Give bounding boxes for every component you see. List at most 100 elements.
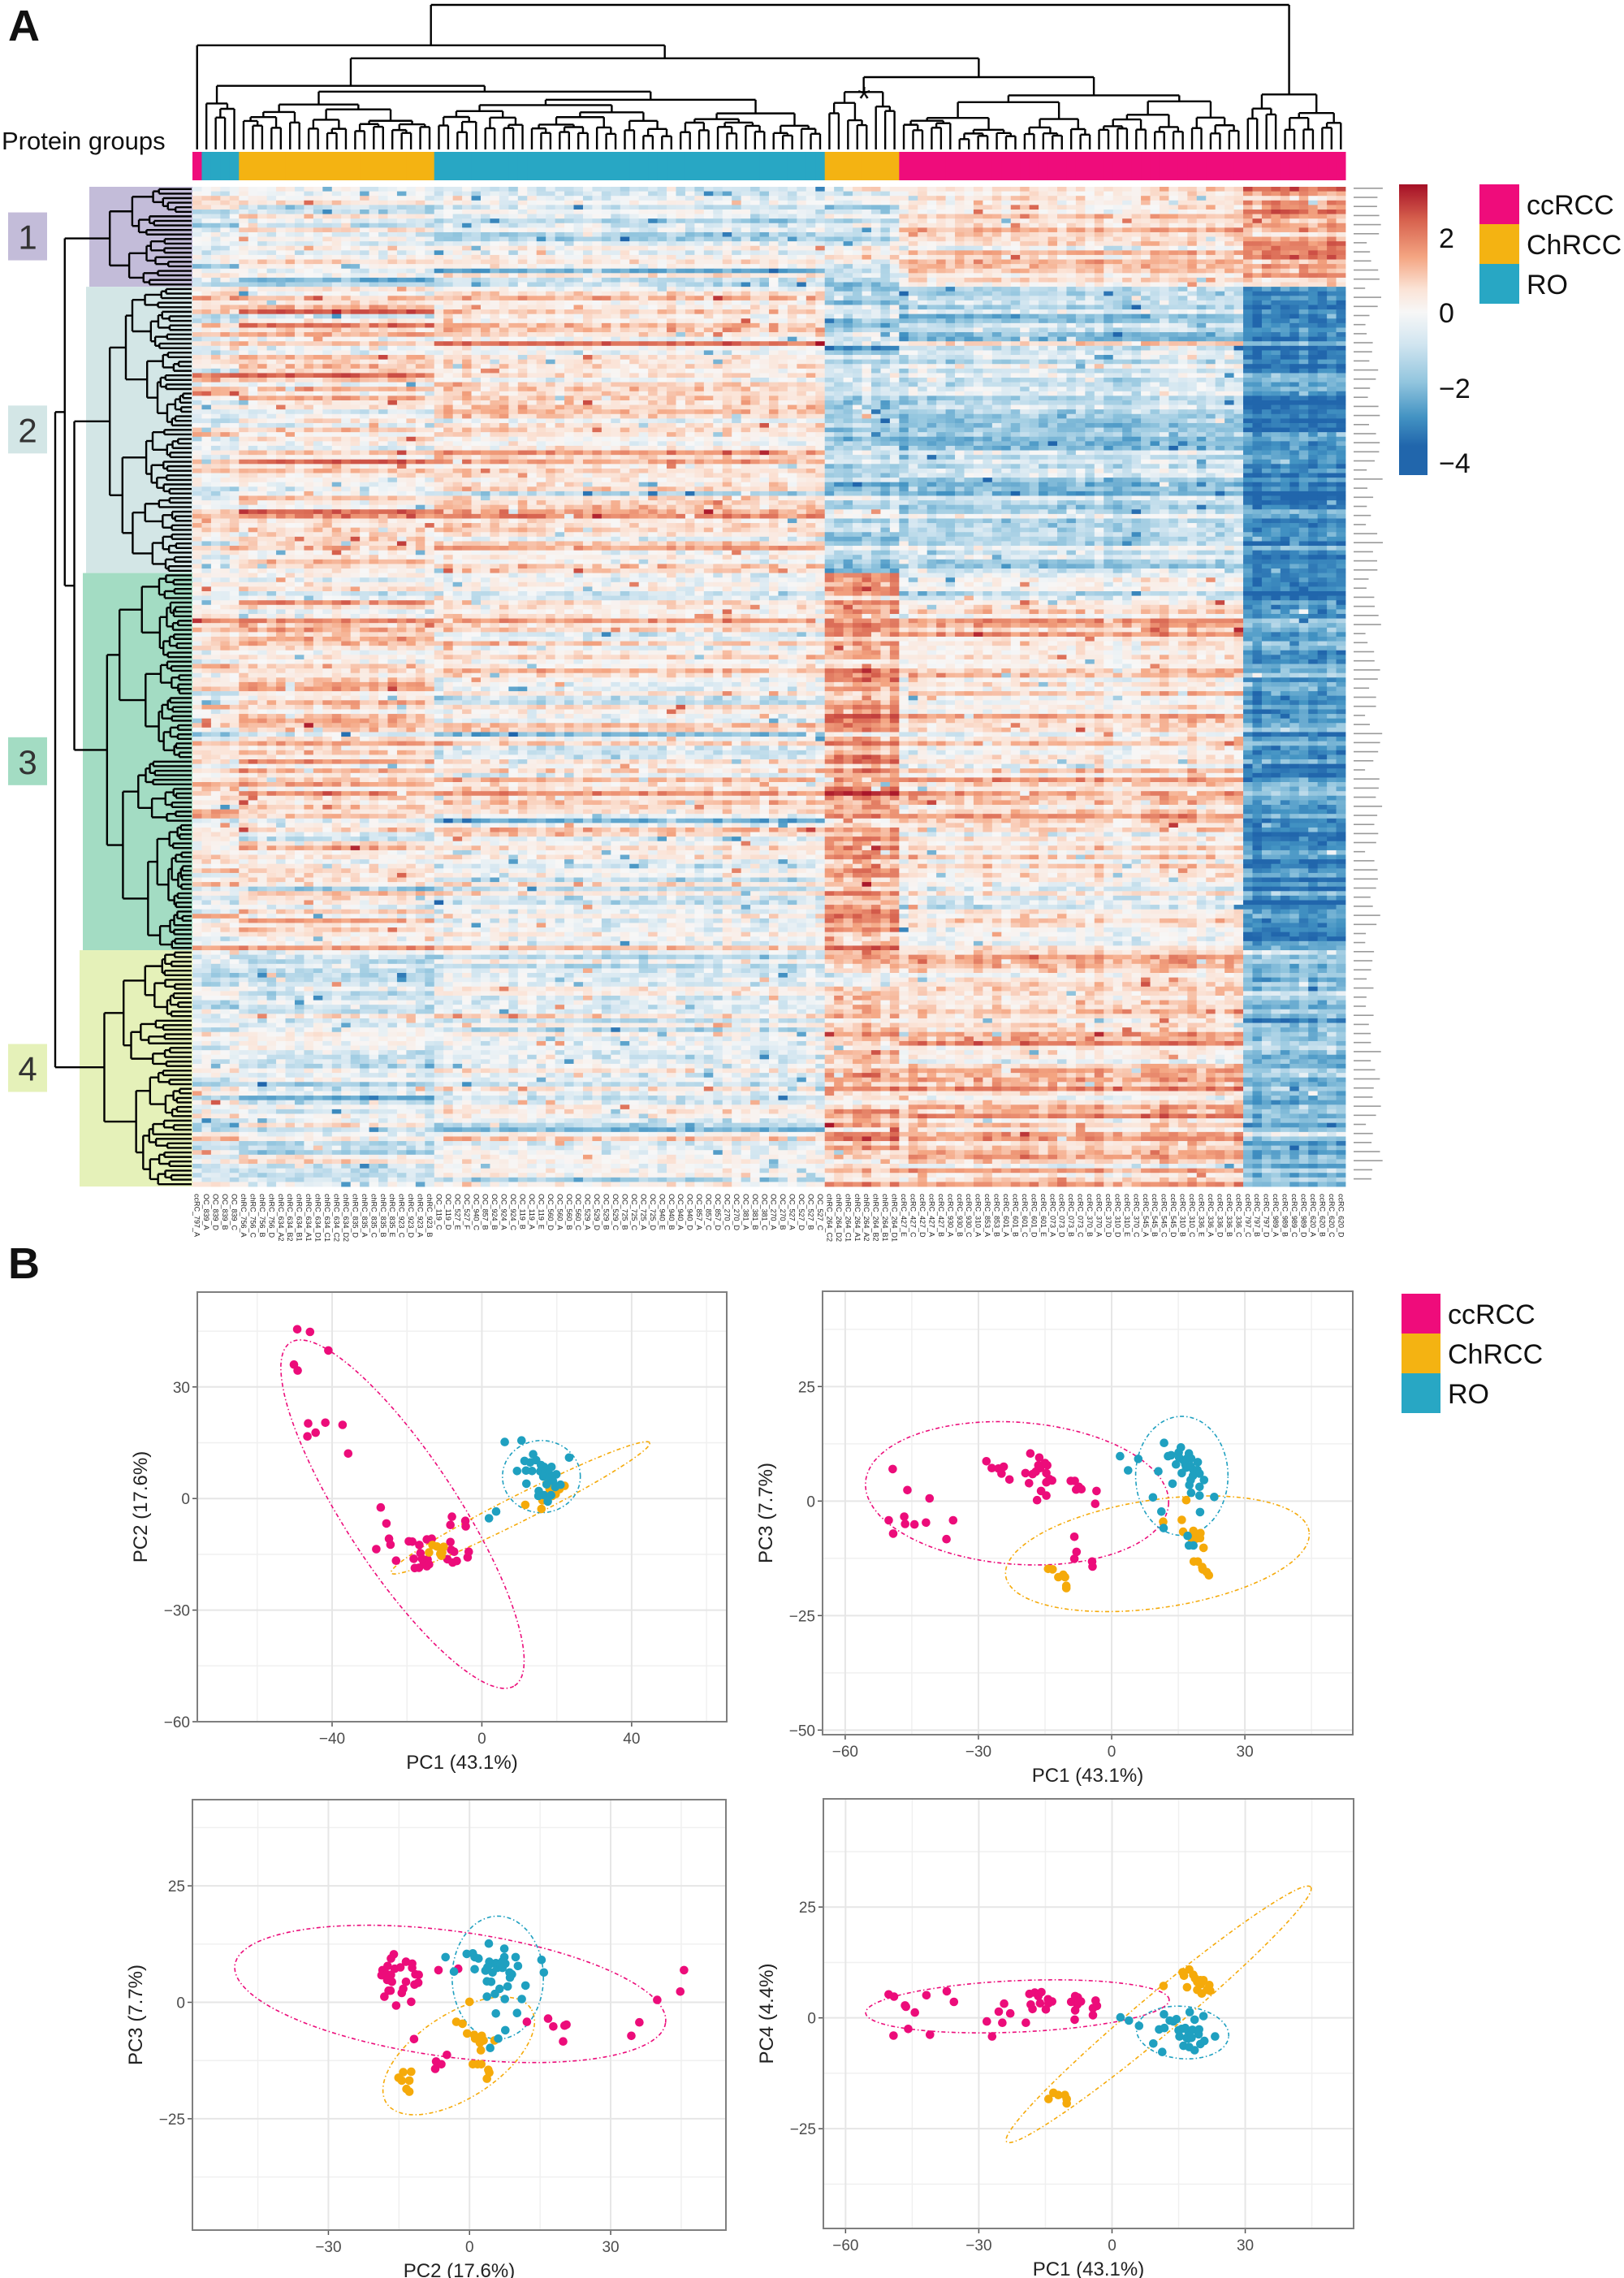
heatmap-cell	[211, 196, 221, 201]
heatmap-cell	[201, 218, 211, 223]
heatmap-cell	[890, 205, 900, 210]
column-annotation-cell	[611, 152, 620, 180]
heatmap-cell	[481, 205, 490, 210]
heatmap-cell	[360, 232, 369, 237]
heatmap-cell	[955, 196, 965, 201]
heatmap-cell	[564, 227, 574, 232]
heatmap-cell	[1141, 218, 1151, 223]
heatmap-cell	[276, 218, 286, 223]
heatmap-cell	[1318, 223, 1328, 228]
column-annotation-cell	[592, 152, 602, 180]
heatmap-cell	[992, 196, 1002, 201]
heatmap-cell	[992, 227, 1002, 232]
heatmap-cell	[574, 205, 584, 210]
heatmap-cell	[685, 232, 695, 237]
heatmap-cell	[1252, 214, 1262, 219]
column-annotation-cell	[797, 152, 806, 180]
heatmap-cell	[527, 223, 537, 228]
heatmap-cell	[639, 187, 649, 192]
heatmap-cell	[453, 223, 463, 228]
heatmap-cell	[1001, 227, 1011, 232]
heatmap-cell	[397, 218, 407, 223]
heatmap-cell	[992, 210, 1002, 214]
heatmap-cell	[806, 201, 816, 205]
heatmap-cell	[1160, 196, 1169, 201]
heatmap-cell	[434, 223, 444, 228]
heatmap-cell	[676, 232, 685, 237]
heatmap-cell	[1187, 210, 1197, 214]
heatmap-cell	[304, 187, 313, 192]
heatmap-cell	[1122, 227, 1132, 232]
heatmap-cell	[1216, 227, 1225, 232]
heatmap-cell	[1234, 227, 1244, 232]
heatmap-cell	[406, 205, 416, 210]
heatmap-cell	[667, 223, 676, 228]
heatmap-cell	[1299, 214, 1309, 219]
heatmap-cell	[378, 192, 388, 197]
heatmap-cell	[1076, 205, 1086, 210]
heatmap-cell	[1289, 205, 1299, 210]
heatmap-cell	[741, 232, 751, 237]
heatmap-cell	[472, 227, 482, 232]
heatmap-cell	[611, 196, 620, 201]
heatmap-cell	[1104, 218, 1113, 223]
column-annotation-cell	[286, 152, 296, 180]
heatmap-cell	[443, 210, 453, 214]
heatmap-cell	[1132, 214, 1142, 219]
heatmap-cell	[918, 201, 927, 205]
heatmap-cell	[667, 196, 676, 201]
heatmap-cell	[778, 223, 788, 228]
heatmap-cell	[583, 196, 593, 201]
row-group-labels: 1 2 3 4	[8, 213, 47, 1092]
heatmap-cell	[499, 232, 509, 237]
heatmap-cell	[844, 196, 853, 201]
heatmap-cell	[1020, 205, 1030, 210]
heatmap-cell	[667, 187, 676, 192]
heatmap-cell	[1141, 214, 1151, 219]
heatmap-cell	[1104, 227, 1113, 232]
heatmap-cell	[537, 192, 546, 197]
heatmap-cell	[704, 187, 714, 192]
heatmap-cell	[713, 210, 723, 214]
heatmap-cell	[1141, 187, 1151, 192]
heatmap-cell	[602, 210, 611, 214]
heatmap-cell	[1281, 210, 1290, 214]
heatmap-cell	[1132, 201, 1142, 205]
heatmap-cell	[1271, 196, 1281, 201]
heatmap-cell	[741, 218, 751, 223]
heatmap-cell	[778, 232, 788, 237]
heatmap-cell	[788, 201, 797, 205]
heatmap-cell	[685, 214, 695, 219]
heatmap-cell	[620, 196, 630, 201]
heatmap-cell	[462, 227, 472, 232]
heatmap-cell	[490, 223, 499, 228]
row-group-3-label: 3	[18, 743, 37, 781]
heatmap-cell	[555, 196, 565, 201]
heatmap-cell	[741, 210, 751, 214]
heatmap-cell	[1243, 205, 1253, 210]
heatmap-cell	[248, 214, 258, 219]
heatmap-cell	[1308, 187, 1318, 192]
heatmap-cell	[397, 227, 407, 232]
heatmap-cell	[955, 214, 965, 219]
heatmap-cell	[564, 232, 574, 237]
heatmap-cell	[425, 227, 434, 232]
heatmap-cell	[201, 196, 211, 201]
heatmap-cell	[964, 227, 974, 232]
row-group-4: 4	[8, 1044, 47, 1092]
heatmap-cell	[537, 201, 546, 205]
heatmap-cell	[760, 223, 770, 228]
heatmap-cell	[490, 214, 499, 219]
heatmap-cell	[369, 201, 379, 205]
heatmap-cell	[453, 210, 463, 214]
heatmap-cell	[862, 192, 872, 197]
heatmap-cell	[1234, 214, 1244, 219]
heatmap-cell	[1011, 187, 1021, 192]
heatmap-cell	[537, 218, 546, 223]
heatmap-cell	[1104, 201, 1113, 205]
heatmap-cell	[825, 192, 835, 197]
heatmap-cell	[1243, 192, 1253, 197]
heatmap-cell	[1085, 223, 1095, 228]
heatmap-cell	[974, 196, 983, 201]
row-group-4-label: 4	[18, 1050, 37, 1088]
